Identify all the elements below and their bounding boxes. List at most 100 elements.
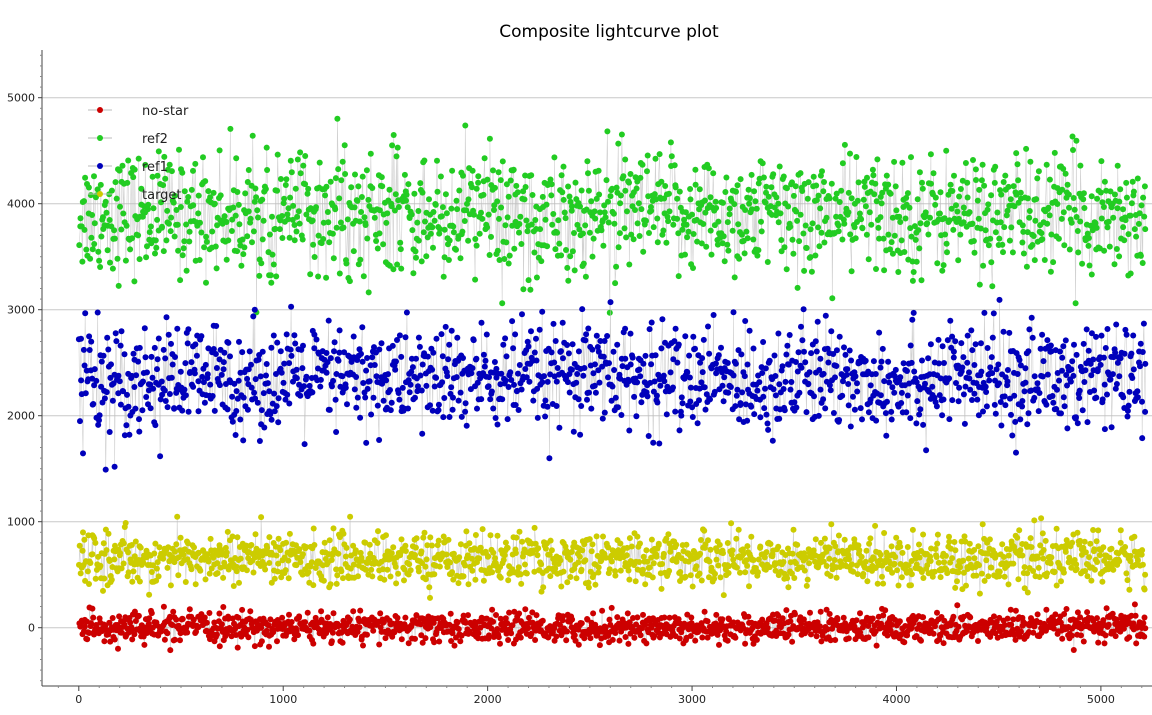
point-ref2 (496, 257, 503, 263)
point-target (1021, 564, 1028, 571)
point-target (827, 573, 834, 579)
point-ref1 (594, 344, 601, 350)
point-target (831, 557, 838, 563)
point-ref1 (109, 397, 116, 404)
point-ref1 (730, 372, 737, 379)
point-target (648, 536, 655, 543)
point-ref2 (885, 181, 892, 188)
point-ref2 (528, 172, 535, 179)
point-ref1 (1021, 388, 1028, 395)
point-target (1142, 571, 1149, 578)
point-target (185, 540, 191, 547)
point-ref2 (186, 228, 193, 235)
point-ref1 (1044, 371, 1051, 378)
point-ref1 (785, 361, 792, 368)
point-target (427, 534, 434, 541)
point-ref1 (94, 309, 101, 316)
point-ref1 (756, 379, 763, 386)
point-ref1 (1130, 332, 1137, 339)
point-target (742, 569, 749, 576)
point-ref1 (142, 354, 149, 361)
point-target (546, 551, 553, 558)
point-ref2 (497, 177, 504, 184)
point-ref1 (492, 415, 499, 421)
point-ref1 (996, 296, 1003, 303)
point-ref1 (936, 392, 943, 399)
point-ref1 (371, 344, 377, 351)
point-ref2 (855, 179, 862, 186)
point-ref2 (759, 160, 766, 167)
point-ref2 (994, 209, 1001, 216)
point-ref2 (503, 239, 510, 246)
point-target (932, 546, 939, 552)
point-ref2 (665, 218, 672, 225)
point-ref1 (966, 375, 973, 382)
point-ref1 (712, 360, 719, 367)
point-ref1 (329, 383, 335, 390)
point-ref2 (107, 259, 113, 266)
point-ref2 (479, 215, 486, 222)
point-target (978, 570, 985, 577)
point-ref1 (250, 313, 257, 320)
point-no-star (302, 619, 309, 626)
point-no-star (216, 643, 223, 650)
point-ref1 (512, 331, 519, 338)
point-ref2 (188, 186, 195, 193)
point-ref1 (888, 408, 895, 415)
point-ref1 (940, 396, 947, 403)
point-ref2 (997, 187, 1004, 194)
point-ref2 (869, 166, 876, 173)
point-ref2 (640, 248, 647, 255)
point-ref1 (961, 420, 968, 427)
point-ref2 (450, 223, 457, 230)
point-ref2 (712, 198, 719, 205)
point-target (129, 578, 136, 585)
point-ref1 (166, 391, 173, 397)
point-ref2 (596, 191, 603, 198)
point-no-star (247, 608, 254, 615)
point-ref1 (916, 411, 923, 418)
point-ref1 (1139, 398, 1145, 405)
point-ref2 (274, 187, 281, 194)
point-target (1087, 540, 1094, 547)
point-ref1 (435, 401, 442, 408)
point-target (1106, 554, 1113, 561)
point-target (456, 554, 463, 561)
point-ref1 (1116, 373, 1123, 380)
point-ref1 (964, 359, 971, 366)
point-ref1 (974, 396, 981, 403)
point-ref1 (642, 352, 649, 359)
point-ref1 (581, 365, 588, 371)
point-ref2 (211, 200, 218, 207)
point-ref1 (284, 391, 291, 398)
point-ref1 (1061, 403, 1068, 410)
point-target (535, 545, 542, 552)
point-ref2 (549, 221, 556, 228)
point-ref2 (702, 209, 709, 216)
point-ref1 (358, 350, 364, 357)
point-target (780, 559, 787, 565)
point-target (788, 570, 795, 577)
point-target (789, 550, 796, 557)
point-no-star (360, 642, 366, 649)
point-ref2 (760, 174, 767, 181)
point-ref1 (369, 354, 376, 361)
point-ref2 (335, 166, 342, 173)
point-ref1 (539, 308, 546, 315)
point-ref2 (120, 210, 127, 217)
point-ref1 (190, 383, 197, 390)
point-target (422, 576, 429, 583)
point-ref1 (1102, 345, 1109, 351)
point-target (696, 570, 703, 577)
point-ref1 (1069, 358, 1076, 365)
point-ref2 (689, 211, 695, 218)
point-ref1 (898, 400, 905, 406)
point-target (326, 537, 333, 544)
point-ref2 (307, 271, 314, 278)
point-ref1 (1090, 356, 1097, 363)
point-ref2 (116, 167, 123, 174)
point-ref2 (781, 244, 788, 251)
point-ref1 (157, 453, 164, 460)
point-ref1 (687, 384, 694, 391)
point-ref2 (326, 239, 333, 246)
